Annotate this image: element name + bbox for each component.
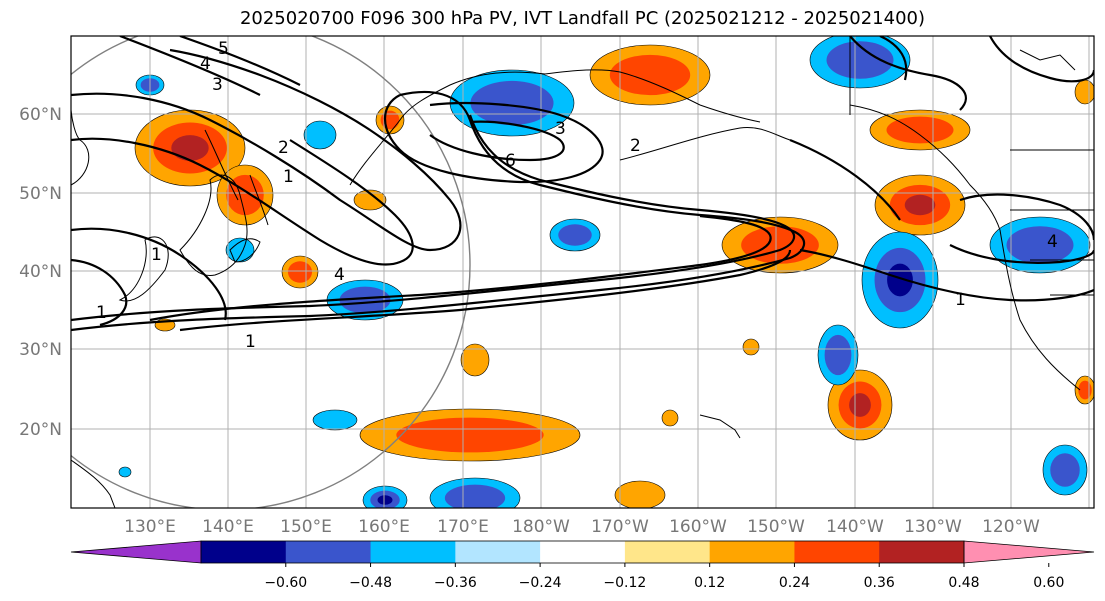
- pv-anomaly-patch: [742, 338, 760, 356]
- pv-anomaly-patch: [886, 116, 954, 144]
- colorbar-tick-label: −0.36: [434, 575, 477, 591]
- pv-anomaly-patch: [380, 110, 400, 130]
- longitude-label: 160°E: [358, 517, 410, 537]
- contour-label: 1: [283, 167, 294, 187]
- pv-anomaly-patch: [460, 343, 490, 377]
- longitude-label: 180°W: [512, 517, 570, 537]
- longitude-label: 130°W: [904, 517, 962, 537]
- longitude-label: 150°W: [747, 517, 805, 537]
- contour-label-group: 5 4 3 2 1 1 4 1 6 3 2 1 4 1: [96, 39, 1058, 352]
- colorbar-tick-label: −0.48: [349, 575, 392, 591]
- contour-label: 1: [151, 245, 162, 265]
- latitude-label: 60°N: [19, 105, 62, 125]
- range-ring: [71, 36, 471, 508]
- contour-label: 6: [505, 151, 516, 171]
- contour-label: 3: [212, 75, 223, 95]
- colorbar-segment: [455, 541, 541, 563]
- pv-anomaly-patch: [661, 409, 679, 427]
- plot-title: 2025020700 F096 300 hPa PV, IVT Landfall…: [239, 8, 926, 29]
- colorbar: [70, 540, 1095, 564]
- longitude-label: 170°W: [591, 517, 649, 537]
- pv-anomaly-patch: [287, 261, 313, 283]
- pv-anomaly-patch: [558, 224, 592, 246]
- latitude-label: 30°N: [19, 340, 62, 360]
- pv-anomaly-patch: [339, 286, 391, 314]
- contour-label: 1: [955, 290, 966, 310]
- colorbar-tick-label: −0.60: [264, 575, 307, 591]
- pv-anomaly-patch: [609, 54, 691, 96]
- latitude-label: 20°N: [19, 420, 62, 440]
- colorbar-extend-high: [963, 540, 1095, 564]
- colorbar-segment: [370, 541, 456, 563]
- pv-anomaly-patch: [312, 409, 358, 431]
- colorbar-segment: [709, 541, 795, 563]
- pv-anomaly-patch: [171, 135, 209, 161]
- colorbar-segment: [794, 541, 880, 563]
- pv-anomaly-patch: [614, 480, 666, 508]
- colorbar-extend-low: [70, 540, 202, 564]
- colorbar-tick-label: 0.24: [779, 575, 810, 591]
- latitude-label: 50°N: [19, 184, 62, 204]
- pv-anomaly-patch: [904, 194, 936, 216]
- longitude-label: 160°W: [669, 517, 727, 537]
- pv-anomaly-patch: [377, 495, 393, 505]
- longitude-label: 170°E: [437, 517, 489, 537]
- contour-label: 1: [96, 303, 107, 323]
- longitude-labels: 130°E 140°E 150°E 160°E 170°E 180°W 170°W 160°W…: [124, 517, 1040, 537]
- longitude-label: 130°E: [124, 517, 176, 537]
- colorbar-segment: [624, 541, 711, 563]
- colorbar-segment: [285, 541, 372, 563]
- contour-label: 4: [1047, 232, 1058, 252]
- contour-label: 2: [630, 136, 641, 156]
- gridlines: [71, 36, 1094, 508]
- colorbar-outline: [200, 540, 965, 564]
- colorbar-tick-label: −0.24: [519, 575, 562, 591]
- map-panel: 5 4 3 2 1 1 4 1 6 3 2 1 4 1: [71, 36, 1094, 508]
- pv-anomaly-patch: [1078, 380, 1092, 400]
- longitude-label: 140°E: [202, 517, 254, 537]
- colorbar-ticks: −0.60 −0.48 −0.36 −0.24 −0.12 0.12 0.24 0.36 0.4…: [264, 563, 1064, 591]
- latitude-label: 40°N: [19, 262, 62, 282]
- latitude-labels: 60°N 50°N 40°N 30°N 20°N: [19, 105, 62, 440]
- pv-anomaly-patch: [826, 41, 894, 79]
- colorbar-tick-label: 0.60: [1033, 575, 1064, 591]
- pv-anomaly-patch: [226, 174, 264, 216]
- colorbar-segment: [201, 541, 287, 563]
- longitude-label: 150°E: [280, 517, 332, 537]
- colorbar-tick-label: 0.12: [694, 575, 725, 591]
- contour-label: 1: [245, 332, 256, 352]
- contour-label: 3: [555, 119, 566, 139]
- contour-label: 4: [334, 265, 345, 285]
- pv-anomaly-patch: [444, 484, 506, 508]
- colorbar-tick-label: 0.48: [948, 575, 979, 591]
- contour-label: 5: [218, 39, 229, 59]
- pv-anomaly-patch: [396, 417, 544, 453]
- pv-anomaly-patch: [1006, 226, 1074, 264]
- longitude-label: 120°W: [982, 517, 1040, 537]
- pv-anomaly-patch: [1050, 453, 1080, 487]
- contour-label: 2: [278, 138, 289, 158]
- contour-label: 4: [200, 54, 211, 74]
- colorbar-segment: [879, 541, 965, 563]
- colorbar-segment: [540, 541, 626, 563]
- pv-anomaly-patch: [303, 120, 337, 150]
- map-frame: [70, 35, 1095, 509]
- pv-anomaly-patch: [353, 189, 387, 211]
- colorbar-tick-label: 0.36: [864, 575, 895, 591]
- colorbar-tick-label: −0.12: [603, 575, 646, 591]
- pv-anomaly-patch: [887, 263, 913, 297]
- longitude-label: 140°W: [826, 517, 884, 537]
- pv-anomaly-patch: [849, 393, 871, 417]
- contour-lines: [71, 36, 1094, 332]
- pv-anomaly-patch: [118, 466, 132, 478]
- pv-anomaly-patch: [1074, 79, 1094, 105]
- coastlines: [71, 36, 1094, 508]
- pv-anomaly-patch: [824, 334, 852, 376]
